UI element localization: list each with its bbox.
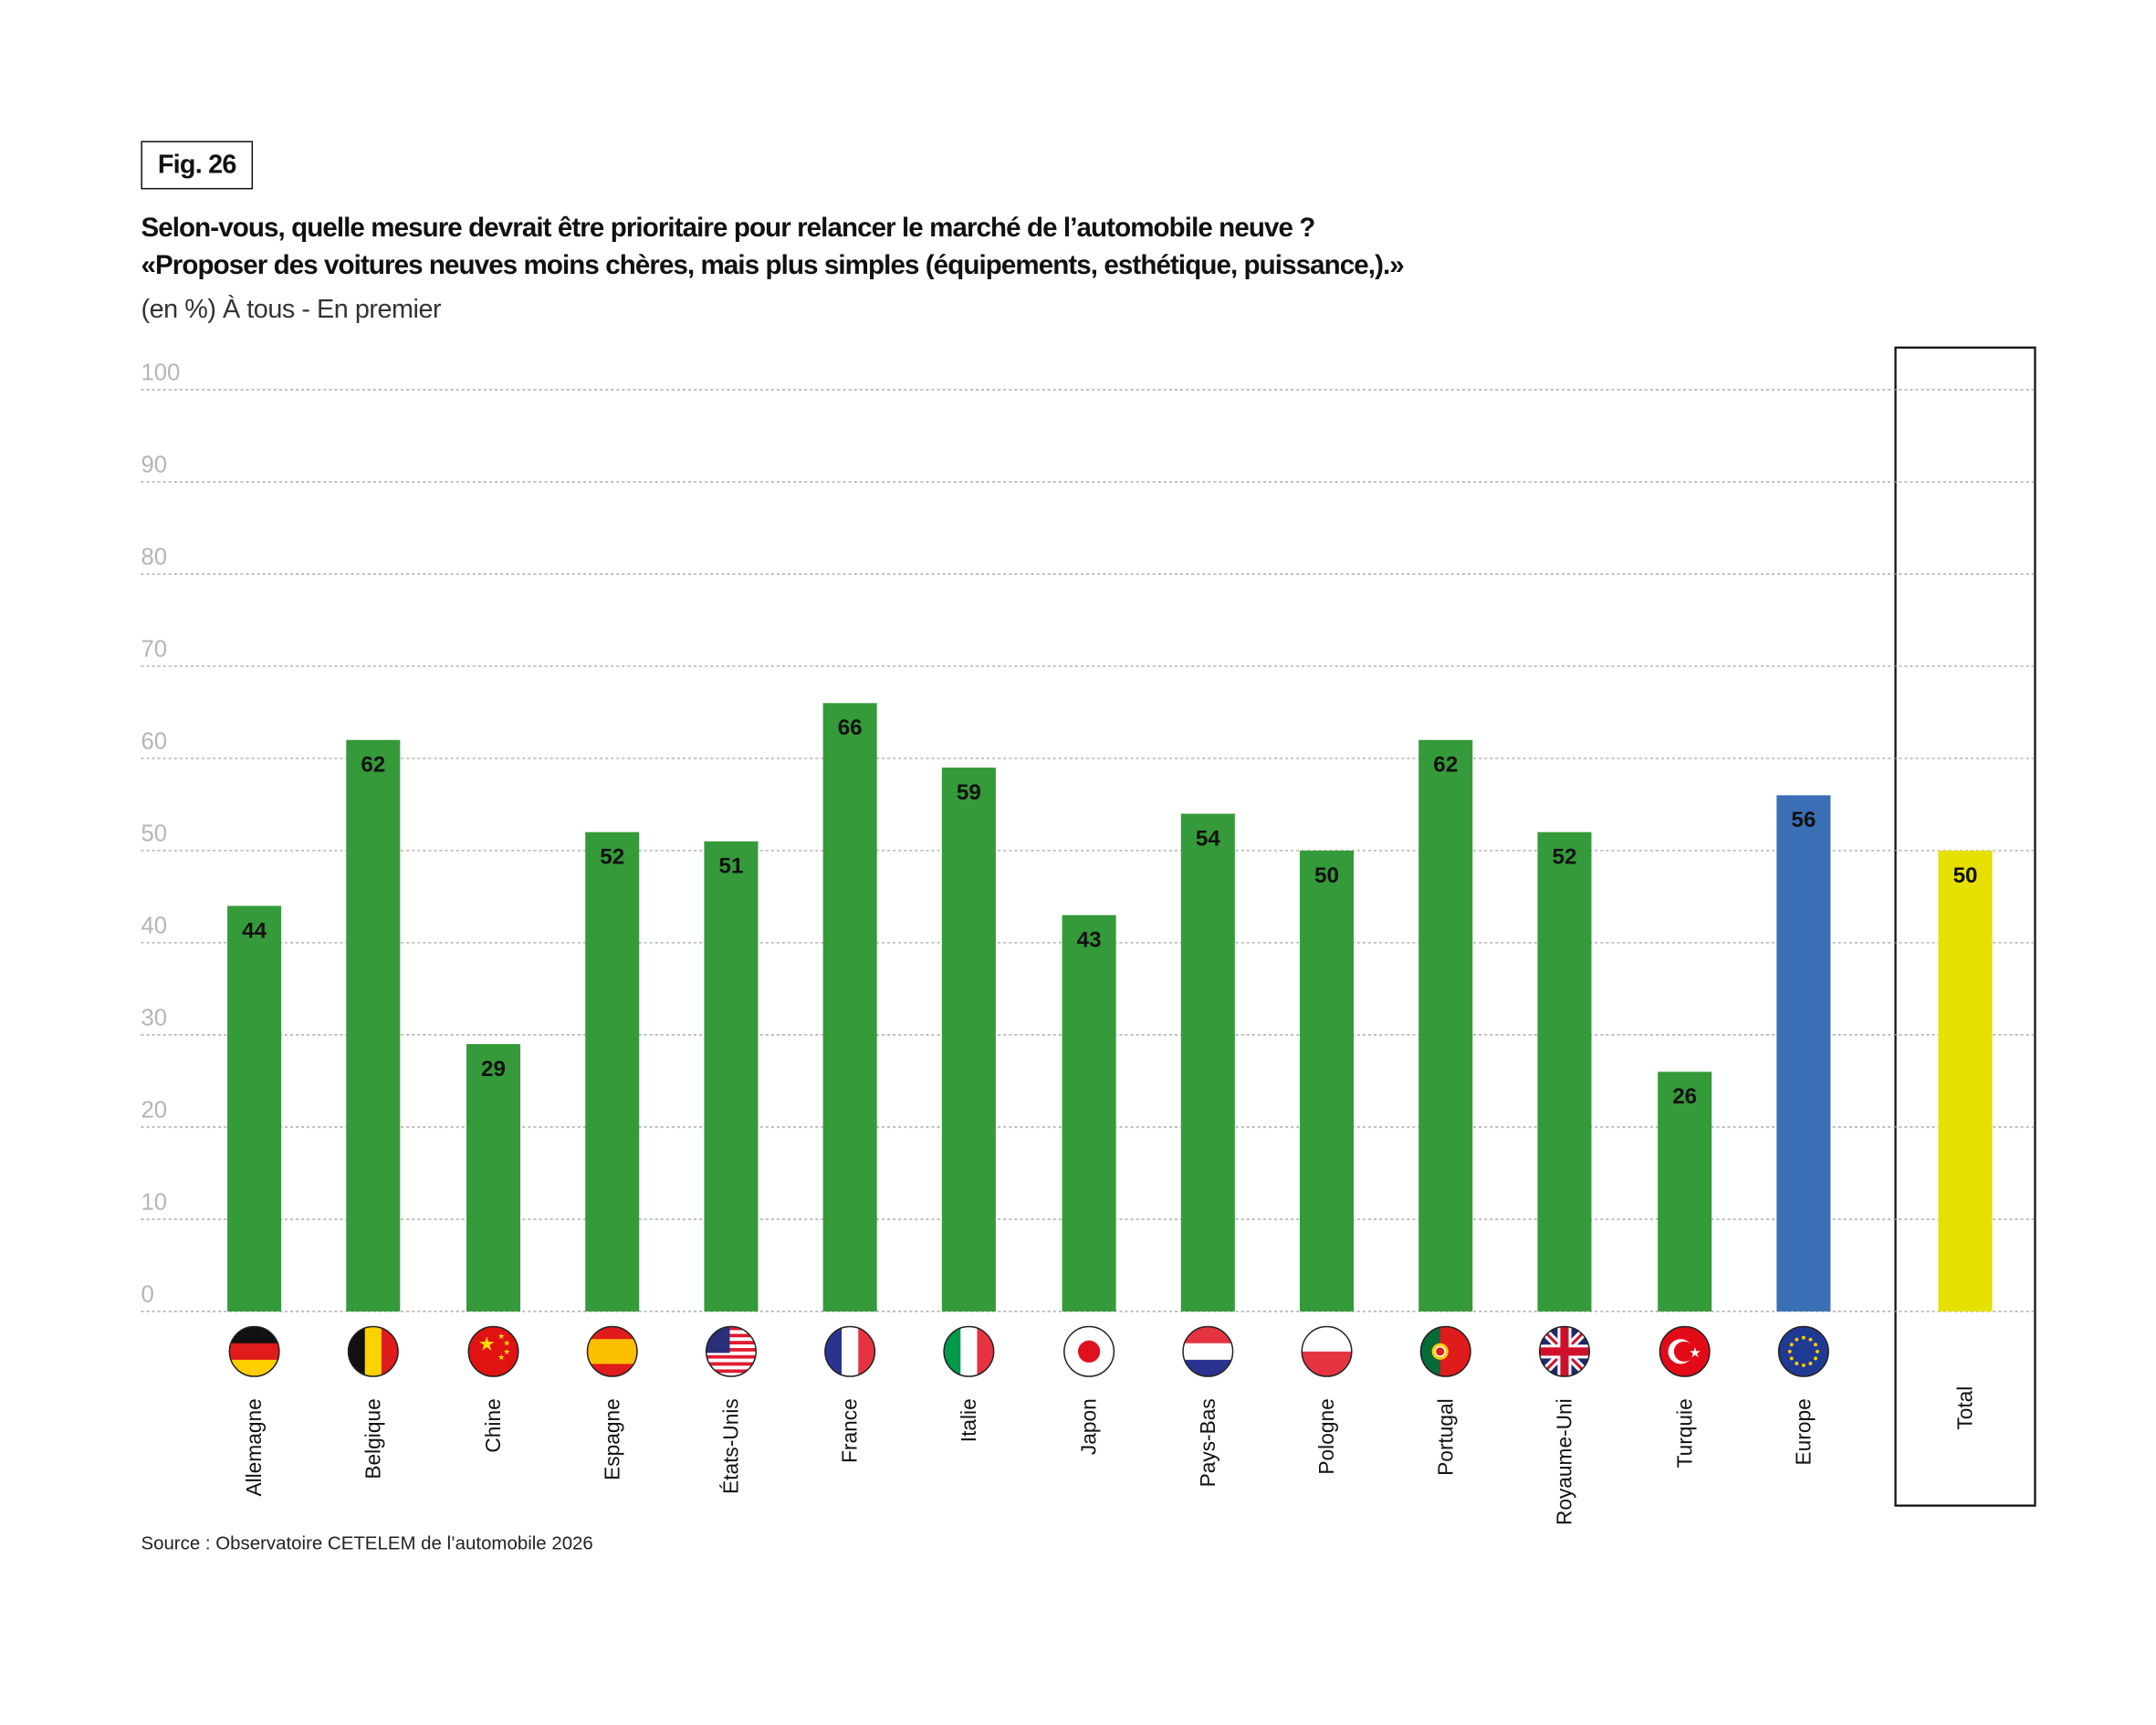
bar-total — [1938, 850, 1993, 1312]
flag-de-icon — [228, 1325, 280, 1377]
value-label: 50 — [1953, 863, 1978, 888]
svg-text:★: ★ — [503, 1339, 510, 1348]
bar-pays-bas — [1180, 813, 1235, 1312]
y-tick-label: 20 — [141, 1097, 167, 1123]
bar-france — [822, 703, 877, 1312]
flag-pt-icon — [1419, 1325, 1471, 1377]
flag-us-icon — [705, 1325, 757, 1377]
category-label: Pologne — [1314, 1398, 1338, 1474]
flag-pl-icon — [1301, 1325, 1353, 1377]
category-label: Espagne — [600, 1398, 623, 1480]
value-label: 44 — [242, 918, 267, 943]
flag-cn-icon: ★ ★★★★ — [467, 1325, 519, 1377]
value-label: 51 — [718, 854, 743, 879]
chart-title-line2: «Proposer des voitures neuves moins chèr… — [141, 250, 1404, 281]
y-tick-label: 10 — [141, 1189, 167, 1215]
y-tick-label: 70 — [141, 636, 167, 662]
category-label: Royaume-Uni — [1553, 1398, 1576, 1525]
flag-es-icon — [586, 1325, 638, 1377]
value-label: 59 — [957, 780, 981, 805]
category-label: Europe — [1791, 1398, 1815, 1465]
flag-jp-icon — [1063, 1325, 1115, 1377]
svg-text:★: ★ — [497, 1353, 505, 1362]
svg-text:★: ★ — [478, 1333, 496, 1354]
total-highlight-box — [1894, 346, 2036, 1507]
chart-subtitle: (en %) À tous - En premier — [141, 296, 442, 325]
bar-europe — [1776, 795, 1831, 1312]
category-label: Belgique — [361, 1398, 384, 1479]
value-label: 26 — [1672, 1084, 1697, 1109]
y-tick-label: 40 — [141, 913, 167, 938]
category-label: Portugal — [1433, 1398, 1457, 1476]
bar-pologne — [1300, 850, 1355, 1312]
flag-fr-icon — [824, 1325, 876, 1377]
bar-portugal — [1418, 739, 1473, 1312]
value-label: 52 — [1552, 845, 1576, 870]
flag-gb-icon — [1538, 1325, 1590, 1377]
category-label: Allemagne — [242, 1398, 266, 1496]
value-label: 66 — [838, 716, 863, 740]
flag-nl-icon — [1182, 1325, 1234, 1377]
category-label: Turquie — [1672, 1398, 1696, 1468]
value-label: 52 — [600, 845, 624, 870]
bar-belgique — [346, 739, 401, 1312]
y-tick-label: 90 — [141, 452, 167, 477]
value-label: 62 — [361, 753, 385, 778]
category-label: États-Unis — [719, 1398, 743, 1494]
svg-text:★: ★ — [1689, 1345, 1701, 1361]
svg-text:★: ★ — [497, 1332, 505, 1341]
value-label: 43 — [1077, 927, 1102, 952]
flag-tr-icon: ★ — [1659, 1325, 1711, 1377]
bar-espagne — [585, 831, 640, 1312]
category-label: France — [838, 1398, 862, 1463]
category-label: Total — [1953, 1386, 1977, 1430]
value-label: 56 — [1791, 808, 1816, 832]
bar-chine — [466, 1044, 521, 1312]
y-tick-label: 30 — [141, 1005, 167, 1030]
y-tick-label: 0 — [141, 1281, 153, 1307]
bar-allemagne — [227, 905, 282, 1312]
bar-turquie — [1658, 1072, 1712, 1312]
flag-it-icon — [943, 1325, 995, 1377]
flag-eu-icon — [1777, 1325, 1829, 1377]
y-tick-label: 60 — [141, 728, 167, 754]
category-label: Japon — [1077, 1398, 1101, 1455]
value-label: 62 — [1433, 753, 1458, 778]
bar-états-unis — [704, 841, 759, 1312]
value-label: 29 — [481, 1057, 506, 1082]
bar-italie — [941, 768, 996, 1312]
chart-title-line1: Selon-vous, quelle mesure devrait être p… — [141, 213, 1315, 244]
value-label: 54 — [1196, 826, 1220, 851]
figure-label: Fig. 26 — [141, 141, 254, 190]
bar-japon — [1062, 915, 1116, 1312]
flag-be-icon — [347, 1325, 399, 1377]
category-label: Pays-Bas — [1196, 1398, 1219, 1487]
y-tick-label: 80 — [141, 544, 167, 570]
category-label: Chine — [481, 1398, 505, 1452]
svg-text:★: ★ — [503, 1347, 510, 1356]
value-label: 50 — [1314, 863, 1339, 888]
category-label: Italie — [957, 1398, 980, 1442]
source-note: Source : Observatoire CETELEM de l’autom… — [141, 1532, 593, 1553]
y-tick-label: 100 — [141, 360, 180, 385]
bar-royaume-uni — [1537, 831, 1592, 1312]
y-tick-label: 50 — [141, 821, 167, 846]
